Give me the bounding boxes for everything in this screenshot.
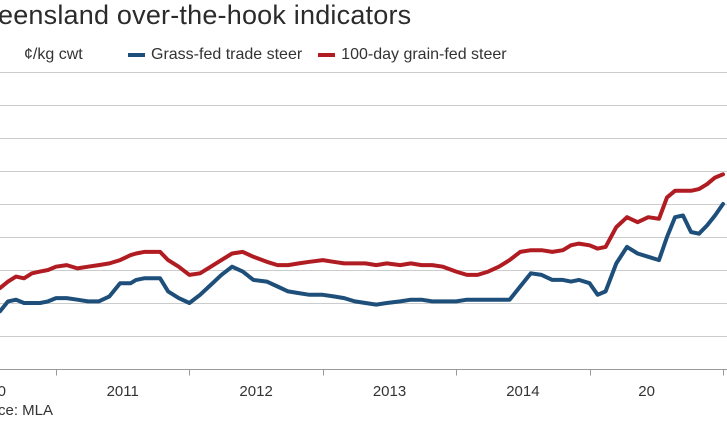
x-tick-label: 2014 bbox=[506, 383, 539, 400]
x-tick-label: 2010 bbox=[0, 383, 6, 400]
chart-title: eensland over-the-hook indicators bbox=[0, 0, 412, 30]
x-tick-label: 2012 bbox=[239, 383, 272, 400]
series-line-grass-fed bbox=[0, 202, 725, 314]
series-line-grain-fed bbox=[0, 172, 725, 291]
y-axis-unit-label: ¢/kg cwt bbox=[24, 46, 83, 63]
chart-legend: Grass-fed trade steer 100-day grain-fed … bbox=[128, 46, 517, 64]
legend-label-grass-fed: Grass-fed trade steer bbox=[151, 46, 303, 63]
x-tick-label: 2013 bbox=[373, 383, 406, 400]
x-tick-label: 2011 bbox=[107, 383, 139, 400]
x-tick-label: 20 bbox=[638, 383, 655, 400]
legend-label-grain-fed: 100-day grain-fed steer bbox=[341, 46, 507, 63]
legend-item-grass-fed: Grass-fed trade steer bbox=[128, 46, 302, 64]
source-note: ce: MLA bbox=[0, 402, 54, 419]
legend-swatch-grass-fed bbox=[128, 53, 145, 57]
legend-swatch-grain-fed bbox=[318, 53, 336, 57]
legend-item-grain-fed: 100-day grain-fed steer bbox=[318, 46, 507, 64]
